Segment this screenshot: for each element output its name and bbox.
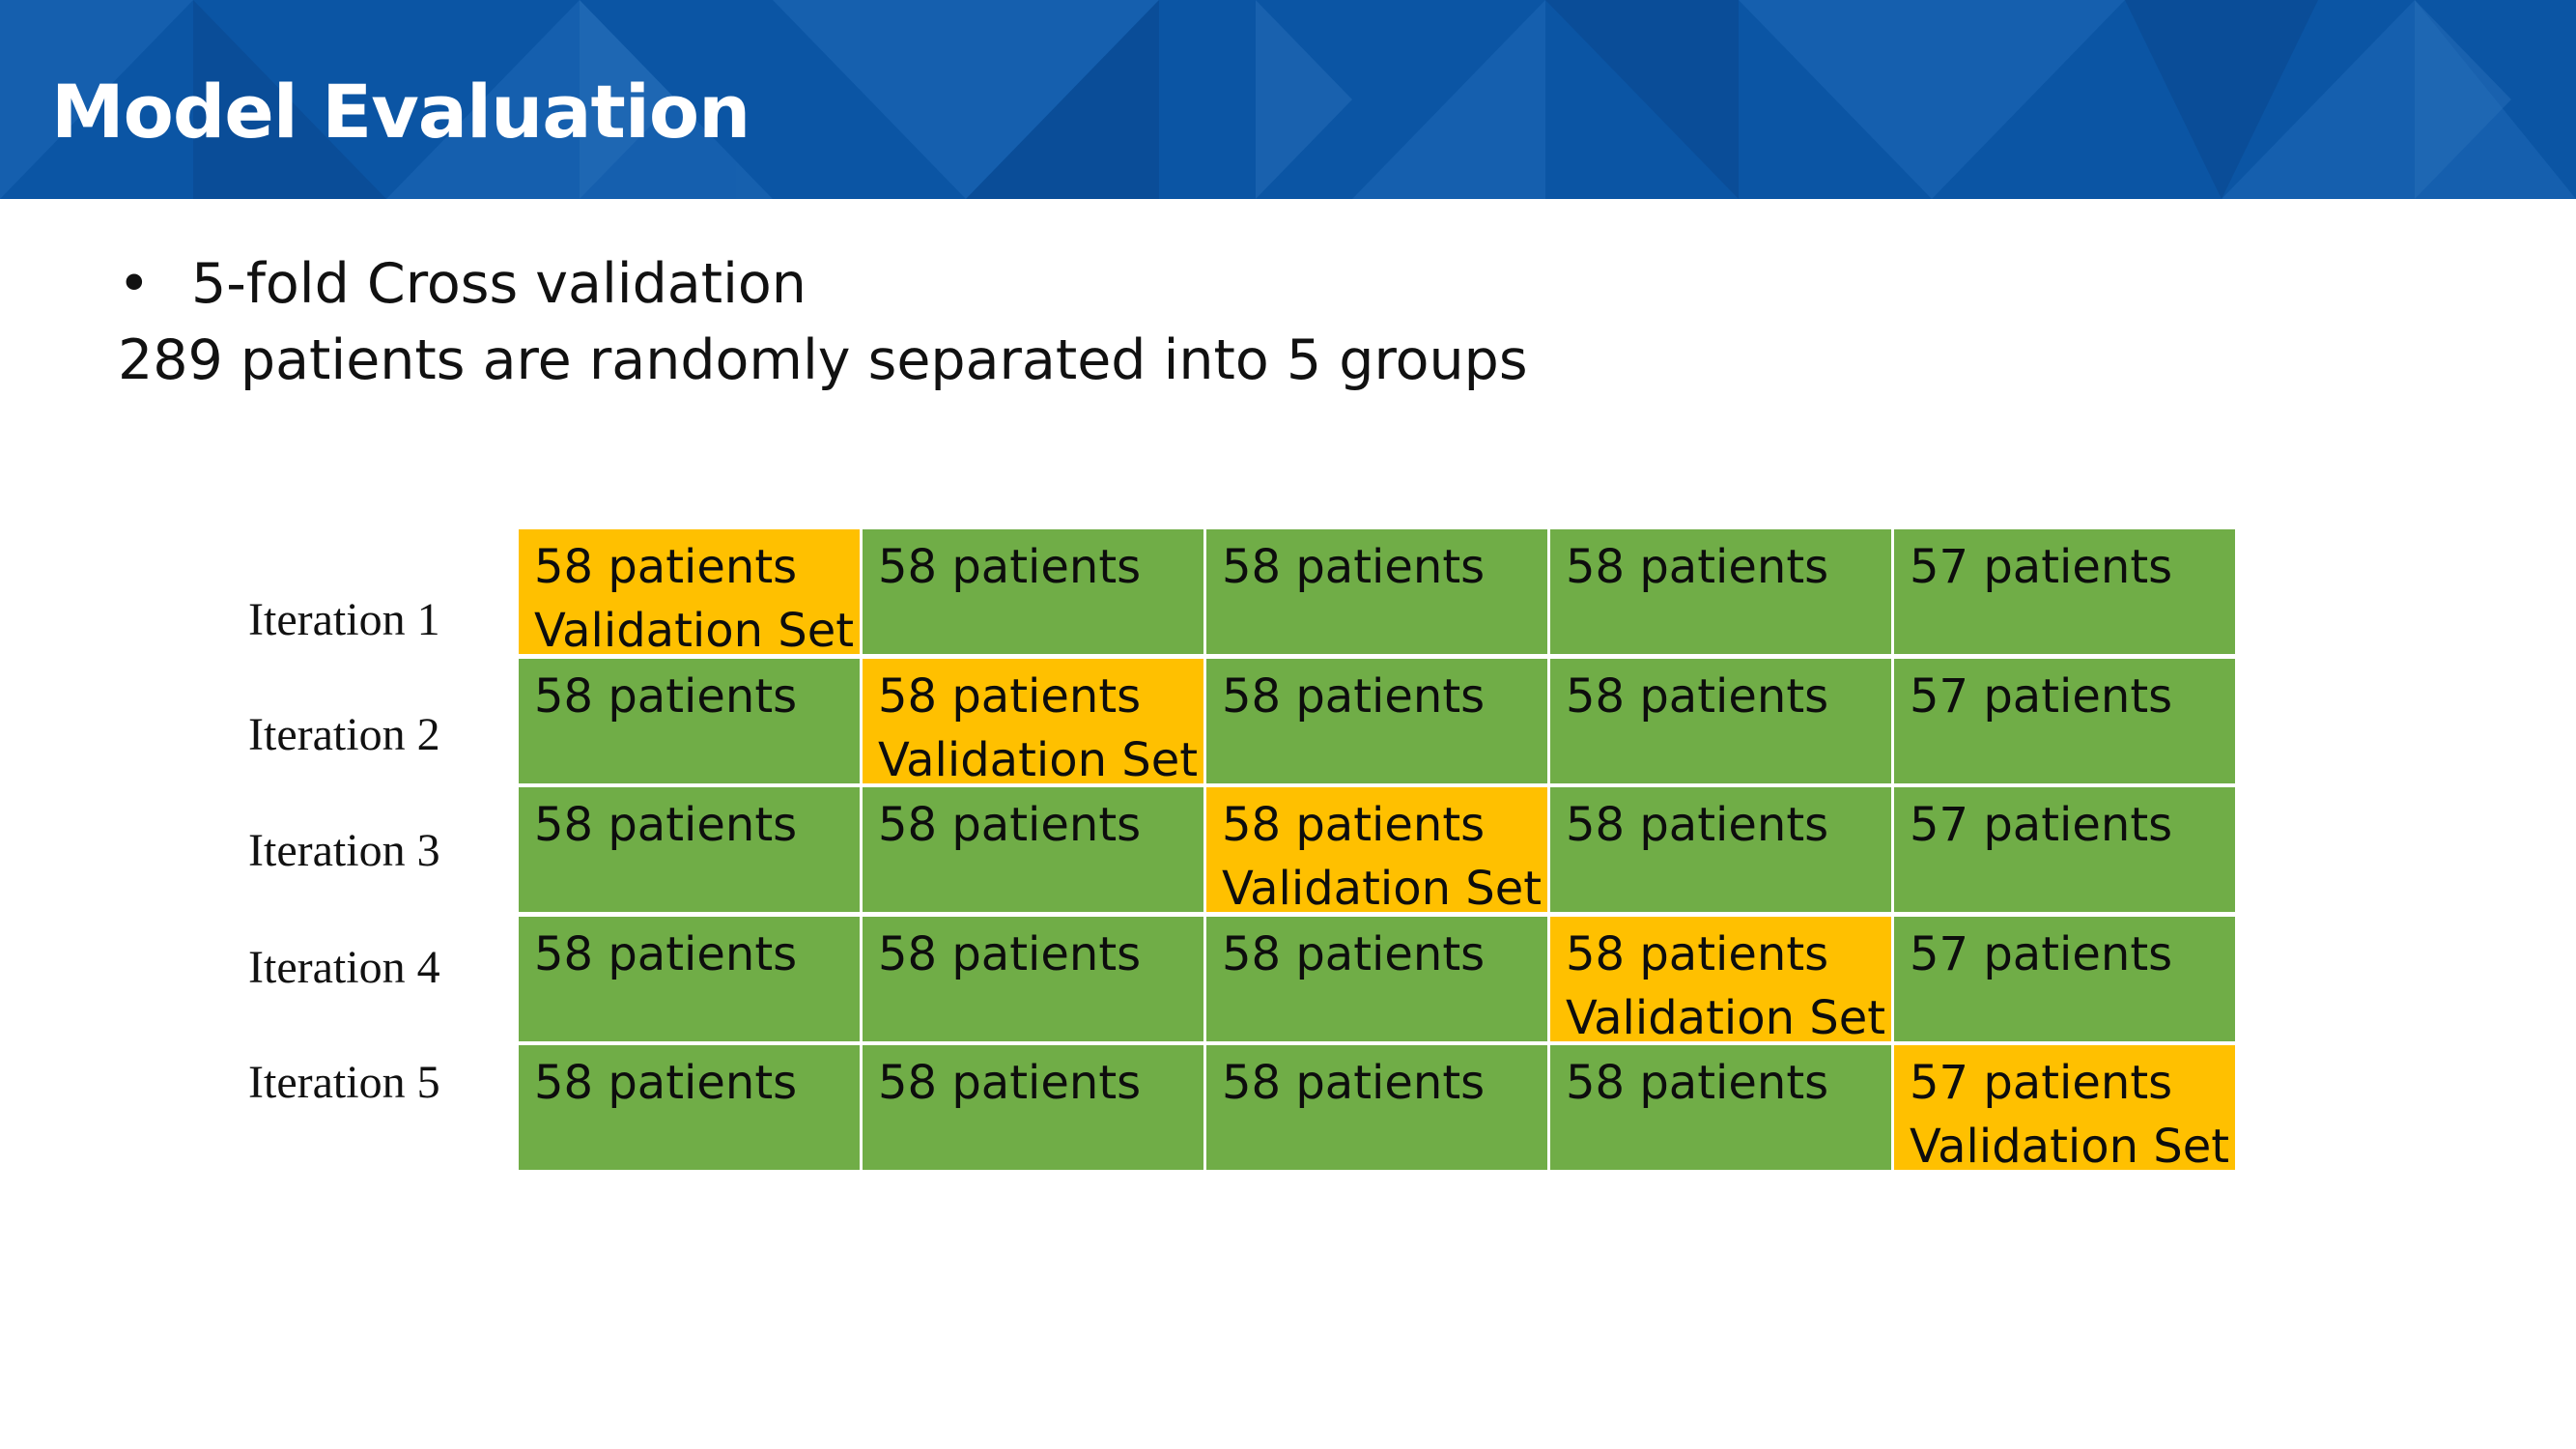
fold-patient-count: 57 patients (1910, 540, 2173, 594)
fold-patient-count: 58 patients (1222, 540, 1486, 594)
validation-fold-cell: 58 patients Validation Set (519, 529, 860, 654)
training-fold-cell: 58 patients (863, 529, 1203, 654)
fold-patient-count: 58 patients (878, 540, 1142, 594)
fold-patient-count: 57 patients (1910, 669, 2173, 724)
training-fold-cell: 58 patients (519, 787, 860, 912)
subtitle-text: 289 patients are randomly separated into… (118, 328, 1528, 392)
bullet-dot: • (118, 252, 151, 316)
training-fold-cell: 58 patients (1206, 1045, 1547, 1170)
training-fold-cell: 58 patients (1550, 1045, 1891, 1170)
iteration-label: Iteration 4 (248, 942, 440, 993)
bullet-item: • 5-fold Cross validation (118, 247, 807, 321)
fold-patient-count: 58 patients (878, 798, 1142, 852)
training-fold-cell: 58 patients (863, 1045, 1203, 1170)
training-fold-cell: 58 patients (1206, 659, 1547, 783)
title-banner: Model Evaluation (0, 0, 2576, 199)
training-fold-cell: 58 patients (1206, 917, 1547, 1041)
iteration-label: Iteration 2 (248, 709, 440, 760)
fold-patient-count: 58 patients (1222, 927, 1486, 981)
validation-set-label: Validation Set (1566, 991, 1886, 1041)
fold-patient-count: 58 patients (878, 1056, 1142, 1110)
validation-fold-cell: 58 patients Validation Set (1206, 787, 1547, 912)
fold-patient-count: 58 patients (1222, 669, 1486, 724)
training-fold-cell: 57 patients (1894, 659, 2235, 783)
slide-title: Model Evaluation (51, 69, 750, 155)
training-fold-cell: 57 patients (1894, 787, 2235, 912)
fold-patient-count: 57 patients (1910, 798, 2173, 852)
fold-patient-count: 58 patients (878, 669, 1142, 724)
fold-patient-count: 58 patients (1566, 540, 1829, 594)
validation-set-label: Validation Set (878, 733, 1199, 783)
validation-fold-cell: 58 patients Validation Set (1550, 917, 1891, 1041)
training-fold-cell: 58 patients (519, 1045, 860, 1170)
training-fold-cell: 58 patients (863, 917, 1203, 1041)
iteration-label: Iteration 5 (248, 1057, 440, 1108)
fold-patient-count: 58 patients (1566, 927, 1829, 981)
bullet-text: 5-fold Cross validation (191, 252, 807, 316)
fold-patient-count: 58 patients (1566, 1056, 1829, 1110)
banner-pattern (0, 0, 2576, 199)
training-fold-cell: 57 patients (1894, 529, 2235, 654)
training-fold-cell: 58 patients (863, 787, 1203, 912)
iteration-row: 58 patients 58 patients 58 patients 58 pati… (519, 917, 2238, 1045)
fold-patient-count: 58 patients (1566, 669, 1829, 724)
validation-set-label: Validation Set (1910, 1120, 2230, 1170)
fold-patient-count: 58 patients (1566, 798, 1829, 852)
fold-patient-count: 58 patients (534, 669, 798, 724)
training-fold-cell: 58 patients (1550, 787, 1891, 912)
fold-patient-count: 58 patients (534, 540, 798, 594)
training-fold-cell: 58 patients (519, 659, 860, 783)
fold-patient-count: 58 patients (1222, 798, 1486, 852)
iteration-row: 58 patients Validation Set 58 patients 58 p… (519, 529, 2238, 658)
iteration-row: 58 patients 58 patients 58 patients Validat… (519, 787, 2238, 916)
fold-patient-count: 58 patients (878, 927, 1142, 981)
validation-fold-cell: 57 patients Validation Set (1894, 1045, 2235, 1170)
iteration-label: Iteration 3 (248, 825, 440, 876)
fold-patient-count: 58 patients (534, 927, 798, 981)
iteration-row: 58 patients 58 patients 58 patients 58 pati… (519, 1045, 2238, 1174)
fold-patient-count: 58 patients (534, 798, 798, 852)
iteration-label: Iteration 1 (248, 594, 440, 645)
fold-patient-count: 57 patients (1910, 1056, 2173, 1110)
fold-patient-count: 57 patients (1910, 927, 2173, 981)
validation-fold-cell: 58 patients Validation Set (863, 659, 1203, 783)
training-fold-cell: 58 patients (519, 917, 860, 1041)
training-fold-cell: 58 patients (1206, 529, 1547, 654)
fold-patient-count: 58 patients (1222, 1056, 1486, 1110)
fold-patient-count: 58 patients (534, 1056, 798, 1110)
training-fold-cell: 57 patients (1894, 917, 2235, 1041)
validation-set-label: Validation Set (534, 604, 855, 654)
cross-validation-grid: 58 patients Validation Set 58 patients 58 p… (519, 529, 2238, 1175)
training-fold-cell: 58 patients (1550, 529, 1891, 654)
iteration-row: 58 patients 58 patients Validation Set 58 p… (519, 659, 2238, 787)
validation-set-label: Validation Set (1222, 862, 1543, 912)
training-fold-cell: 58 patients (1550, 659, 1891, 783)
